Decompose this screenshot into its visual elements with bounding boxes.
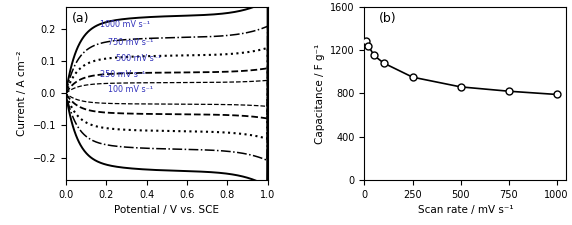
Y-axis label: Current / A cm⁻²: Current / A cm⁻² <box>17 51 27 136</box>
Text: 100 mV s⁻¹: 100 mV s⁻¹ <box>108 85 153 94</box>
Y-axis label: Capacitance / F g⁻¹: Capacitance / F g⁻¹ <box>315 43 324 144</box>
Text: (a): (a) <box>72 12 89 25</box>
Text: 750 mV s⁻¹: 750 mV s⁻¹ <box>108 38 153 47</box>
X-axis label: Potential / V vs. SCE: Potential / V vs. SCE <box>114 205 219 215</box>
Text: 1000 mV s⁻¹: 1000 mV s⁻¹ <box>100 20 150 29</box>
X-axis label: Scan rate / mV s⁻¹: Scan rate / mV s⁻¹ <box>418 205 513 215</box>
Text: 500 mV s⁻¹: 500 mV s⁻¹ <box>116 54 161 63</box>
Text: (b): (b) <box>379 12 396 25</box>
Text: 250 mV s⁻¹: 250 mV s⁻¹ <box>100 70 145 79</box>
